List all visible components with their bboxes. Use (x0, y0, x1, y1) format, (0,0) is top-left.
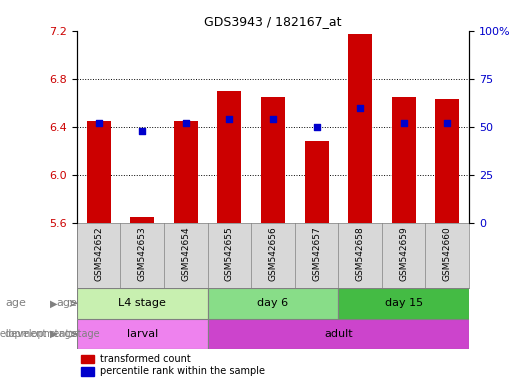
Bar (217, 91, 241, 223)
Bar (77, 319, 208, 349)
Point (225, 116, 234, 122)
Point (443, 120, 452, 126)
Text: day 15: day 15 (385, 298, 423, 308)
Text: GSM542657: GSM542657 (312, 226, 321, 281)
Text: day 6: day 6 (258, 298, 288, 308)
Point (182, 120, 190, 126)
Bar (87, 121, 111, 223)
Bar (208, 319, 469, 349)
Bar (130, 217, 154, 223)
Text: development stage: development stage (5, 329, 100, 339)
Text: GSM542655: GSM542655 (225, 226, 234, 281)
Bar (305, 141, 329, 223)
Bar (348, 34, 372, 223)
Text: GSM542652: GSM542652 (94, 226, 103, 281)
Text: GSM542659: GSM542659 (399, 226, 408, 281)
Bar (208, 288, 338, 319)
Text: age: age (56, 298, 77, 308)
Text: GSM542653: GSM542653 (138, 226, 147, 281)
Bar (435, 99, 460, 223)
Bar (81, 367, 94, 376)
Bar (77, 288, 208, 319)
Text: ▶: ▶ (50, 329, 58, 339)
Bar (392, 97, 416, 223)
Text: L4 stage: L4 stage (118, 298, 166, 308)
Text: transformed count: transformed count (100, 354, 191, 364)
Point (356, 104, 364, 111)
Text: larval: larval (127, 329, 158, 339)
Text: GSM542658: GSM542658 (356, 226, 365, 281)
Point (138, 127, 146, 134)
Text: adult: adult (324, 329, 352, 339)
Bar (338, 288, 469, 319)
Text: GSM542654: GSM542654 (181, 226, 190, 281)
Text: development stage: development stage (0, 329, 77, 339)
Bar (81, 355, 94, 363)
Point (94, 120, 103, 126)
Title: GDS3943 / 182167_at: GDS3943 / 182167_at (204, 15, 342, 28)
Bar (261, 97, 285, 223)
Text: age: age (5, 298, 26, 308)
Text: percentile rank within the sample: percentile rank within the sample (100, 366, 266, 376)
Point (312, 124, 321, 130)
Point (400, 120, 408, 126)
Point (269, 116, 277, 122)
Bar (174, 121, 198, 223)
Text: GSM542660: GSM542660 (443, 226, 452, 281)
Text: GSM542656: GSM542656 (269, 226, 277, 281)
Text: ▶: ▶ (50, 298, 58, 308)
